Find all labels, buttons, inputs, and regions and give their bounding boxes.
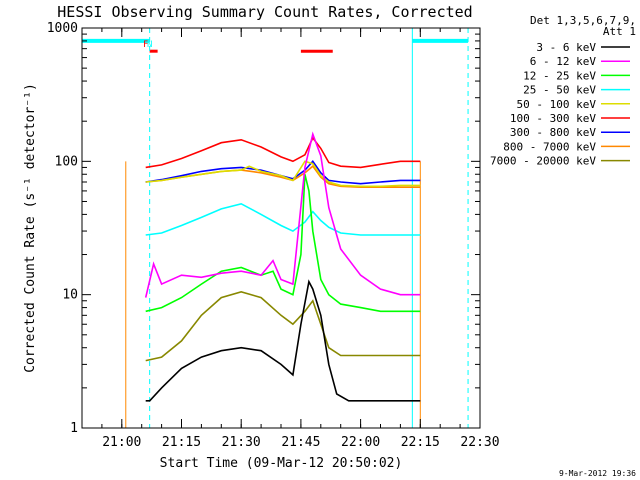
y-tick-label: 1 [70,421,78,436]
legend-label: 25 - 50 keV [523,84,596,97]
x-tick-label: 21:45 [281,435,320,450]
legend-label: 300 - 800 keV [510,126,596,139]
legend-label: 50 - 100 keV [517,98,597,111]
footer-timestamp: 9-Mar-2012 19:36 [559,469,636,478]
x-tick-label: 22:00 [341,435,380,450]
flag-label: N [147,40,152,50]
y-axis: 1 10 100 1000 [47,21,480,436]
x-tick-label: 21:30 [222,435,261,450]
series-line-3-6-kev [145,279,421,402]
legend-header-line: Det 1,3,5,6,7,9, [530,14,636,27]
x-tick-label: 22:15 [401,435,440,450]
legend-label: 12 - 25 keV [523,69,596,82]
x-axis-label: Start Time (09-Mar-12 20:50:02) [160,456,403,471]
series-line-12-25-kev [145,174,421,313]
series-line-50-100-kev [145,160,421,188]
series-layer [144,131,421,402]
series-line-6-12-kev [144,131,421,298]
legend-header-line: Att 1 [603,25,636,38]
series-line-100-300-kev [145,136,421,169]
series-line-25-50-kev [145,202,421,236]
annotations-layer [82,28,469,428]
legend-label: 6 - 12 keV [530,55,597,68]
y-tick-label: 1000 [47,21,78,36]
legend-label: 3 - 6 keV [536,41,596,54]
x-tick-label: 21:00 [102,435,141,450]
flag-label: F [143,40,148,50]
chart-title: HESSI Observing Summary Count Rates, Cor… [57,3,472,21]
y-tick-label: 100 [55,154,78,169]
series-line-300-800-kev [145,160,421,185]
series-line-7000-20000-kev [145,290,421,362]
x-tick-label: 22:30 [460,435,499,450]
x-axis: 21:00 21:15 21:30 21:45 22:00 22:15 22:30 [81,28,500,450]
x-tick-label: 21:15 [162,435,201,450]
y-axis-label: Corrected Count Rate (s⁻¹ detector⁻¹) [23,83,38,373]
legend-label: 100 - 300 keV [510,112,596,125]
legend-label: 800 - 7000 keV [503,140,596,153]
legend-label: 7000 - 20000 keV [490,155,596,168]
legend-header: Det 1,3,5,6,7,9,Att 1 [530,14,636,38]
y-tick-label: 10 [62,288,78,303]
